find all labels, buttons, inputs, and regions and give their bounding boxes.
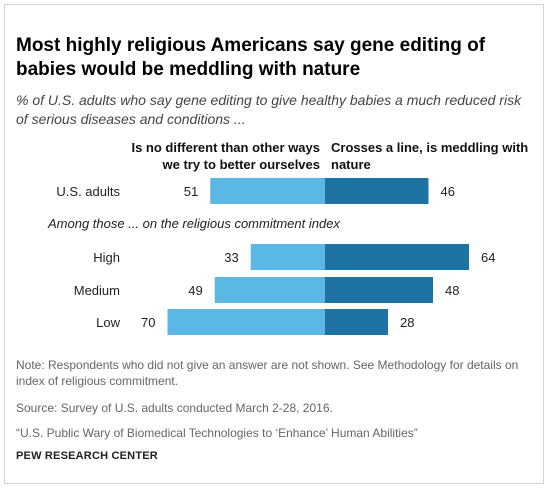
bar-right-u-s-adults — [325, 178, 429, 204]
chart-subtitle: % of U.S. adults who say gene editing to… — [16, 92, 522, 127]
chart-frame — [4, 4, 544, 484]
value-label-left-high: 33 — [224, 250, 238, 265]
category-label-high: High — [93, 250, 120, 265]
bar-left-u-s-adults — [210, 178, 325, 204]
value-label-right-low: 28 — [400, 315, 414, 330]
value-label-right-high: 64 — [481, 250, 495, 265]
legend-right-series: Crosses a line, is meddling with nature — [331, 140, 529, 172]
bar-right-low — [325, 309, 388, 335]
bar-left-low — [167, 309, 325, 335]
category-label-u-s-adults: U.S. adults — [56, 184, 120, 199]
category-label-low: Low — [96, 315, 120, 330]
bar-right-high — [325, 244, 469, 270]
bar-right-medium — [325, 277, 433, 303]
report-title: “U.S. Public Wary of Biomedical Technolo… — [16, 426, 418, 440]
note-text: Note: Respondents who did not give an an… — [16, 358, 519, 388]
value-label-left-low: 70 — [141, 315, 155, 330]
bar-left-high — [250, 244, 325, 270]
org-credit: PEW RESEARCH CENTER — [16, 450, 158, 462]
value-label-left-medium: 49 — [188, 283, 202, 298]
value-label-right-medium: 48 — [445, 283, 459, 298]
chart-title: Most highly religious Americans say gene… — [16, 35, 486, 80]
value-label-right-u-s-adults: 46 — [441, 184, 455, 199]
category-label-medium: Medium — [74, 283, 120, 298]
legend-left-series: Is no different than other ways we try t… — [131, 140, 320, 172]
bar-left-medium — [214, 277, 325, 303]
source-text: Source: Survey of U.S. adults conducted … — [16, 401, 333, 415]
group-label: Among those ... on the religious commitm… — [48, 216, 340, 231]
value-label-left-u-s-adults: 51 — [184, 184, 198, 199]
